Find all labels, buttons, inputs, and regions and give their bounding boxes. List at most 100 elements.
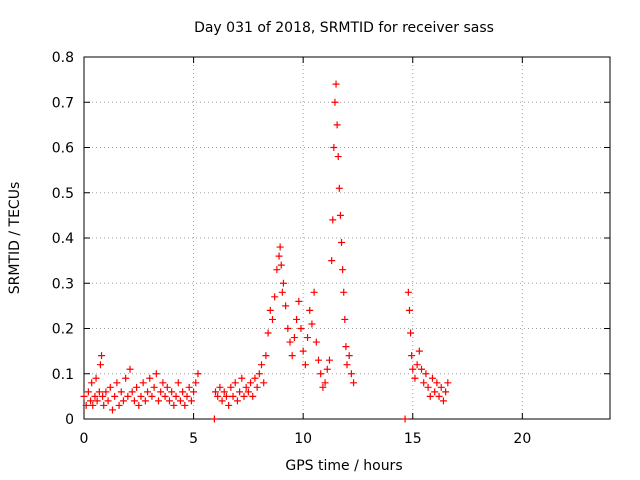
y-tick-label: 0.1 bbox=[52, 367, 74, 383]
data-point bbox=[233, 397, 241, 405]
data-point bbox=[176, 397, 184, 405]
data-point bbox=[431, 388, 439, 396]
data-point bbox=[336, 211, 344, 219]
data-point bbox=[157, 388, 165, 396]
data-point bbox=[334, 153, 342, 161]
data-point bbox=[247, 379, 255, 387]
data-point bbox=[146, 374, 154, 382]
data-point bbox=[214, 392, 222, 400]
data-point bbox=[293, 315, 301, 323]
data-point bbox=[319, 383, 327, 391]
data-point bbox=[332, 80, 340, 88]
data-point bbox=[99, 392, 107, 400]
data-point bbox=[92, 374, 100, 382]
y-tick-label: 0.6 bbox=[52, 141, 74, 157]
data-point bbox=[266, 306, 274, 314]
data-point bbox=[315, 356, 323, 364]
data-point bbox=[304, 334, 312, 342]
data-point bbox=[347, 370, 355, 378]
data-point bbox=[104, 397, 112, 405]
data-point bbox=[328, 257, 336, 265]
data-point bbox=[343, 361, 351, 369]
y-tick-label: 0.5 bbox=[52, 186, 74, 202]
data-point bbox=[190, 388, 198, 396]
data-point bbox=[333, 121, 341, 129]
chart-title: Day 031 of 2018, SRMTID for receiver sas… bbox=[194, 20, 494, 36]
data-point bbox=[409, 365, 417, 373]
data-point bbox=[415, 347, 423, 355]
data-point bbox=[330, 144, 338, 151]
data-point bbox=[236, 388, 244, 396]
data-point bbox=[249, 392, 257, 400]
x-tick-label: 10 bbox=[294, 431, 312, 447]
x-tick-label: 15 bbox=[404, 431, 422, 447]
data-point bbox=[137, 392, 145, 400]
data-point bbox=[115, 401, 123, 409]
y-tick-label: 0.3 bbox=[52, 276, 74, 292]
data-point bbox=[295, 297, 303, 305]
data-point bbox=[84, 388, 92, 396]
data-point bbox=[276, 243, 284, 251]
data-point bbox=[227, 383, 235, 391]
data-point bbox=[253, 383, 261, 391]
data-point bbox=[279, 279, 287, 287]
data-point bbox=[106, 383, 114, 391]
data-point bbox=[225, 401, 233, 409]
data-points bbox=[80, 80, 452, 423]
data-point bbox=[278, 288, 286, 296]
data-point bbox=[95, 388, 103, 396]
data-point bbox=[407, 329, 415, 337]
data-point bbox=[308, 320, 316, 328]
data-point bbox=[91, 392, 99, 400]
data-point bbox=[222, 392, 230, 400]
data-point bbox=[168, 388, 176, 396]
data-point bbox=[229, 392, 237, 400]
data-point bbox=[264, 329, 272, 337]
data-point bbox=[310, 288, 318, 296]
data-point bbox=[275, 252, 283, 260]
data-point bbox=[442, 388, 450, 396]
data-point bbox=[437, 383, 445, 391]
data-point bbox=[238, 374, 246, 382]
x-tick-label: 0 bbox=[80, 431, 89, 447]
data-point bbox=[165, 397, 173, 405]
data-point bbox=[341, 315, 349, 323]
data-point bbox=[435, 392, 443, 400]
data-point bbox=[216, 383, 224, 391]
data-point bbox=[260, 379, 268, 387]
data-point bbox=[212, 388, 219, 396]
data-point bbox=[100, 401, 108, 409]
data-point bbox=[288, 352, 296, 360]
data-point bbox=[424, 383, 432, 391]
data-point bbox=[422, 370, 430, 378]
data-point bbox=[148, 392, 156, 400]
data-point bbox=[135, 401, 143, 409]
data-point bbox=[111, 392, 119, 400]
data-point bbox=[240, 392, 248, 400]
x-axis-label: GPS time / hours bbox=[285, 458, 402, 474]
data-point bbox=[122, 374, 130, 382]
data-point bbox=[102, 388, 110, 396]
data-point bbox=[128, 388, 136, 396]
data-point bbox=[187, 397, 195, 405]
data-point bbox=[342, 343, 350, 351]
data-point bbox=[271, 293, 279, 301]
data-point bbox=[258, 361, 266, 369]
data-point bbox=[299, 347, 307, 355]
data-point bbox=[113, 379, 121, 387]
data-point bbox=[339, 266, 347, 274]
data-point bbox=[428, 374, 436, 382]
data-point bbox=[126, 365, 134, 373]
data-point bbox=[89, 401, 97, 409]
data-point bbox=[117, 388, 125, 396]
data-point bbox=[192, 379, 200, 387]
data-point bbox=[312, 338, 320, 346]
data-point bbox=[350, 379, 358, 387]
x-tick-label: 20 bbox=[513, 431, 531, 447]
y-tick-label: 0.2 bbox=[52, 322, 74, 338]
data-point bbox=[155, 397, 163, 405]
data-point bbox=[119, 397, 127, 405]
data-point bbox=[273, 266, 281, 274]
